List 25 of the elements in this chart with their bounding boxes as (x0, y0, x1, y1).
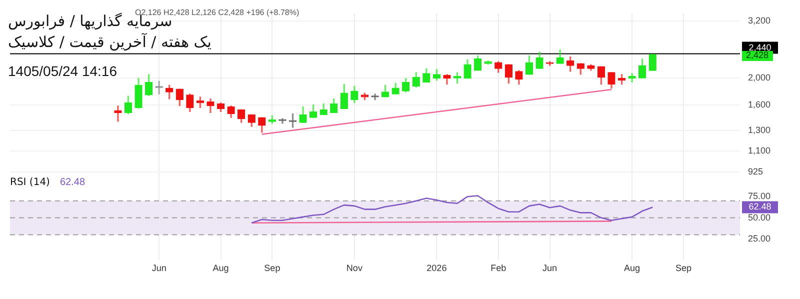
x-tick-label: Nov (346, 263, 363, 274)
x-tick-label: 2026 (426, 263, 447, 274)
annotation: 62.48 (748, 202, 772, 212)
ref-line-label: 2,440 (748, 42, 772, 52)
x-tick-label: Aug (212, 263, 229, 274)
x-tick-label: Jun (542, 263, 558, 274)
text: 2,428 (742, 50, 773, 61)
y-tick-label: 50.00 (748, 212, 771, 222)
x-tick-label: Feb (490, 263, 506, 274)
y-tick-label: 1,600 (748, 100, 771, 110)
y-tick-label: 75.00 (748, 191, 771, 202)
y-tick-label: 925 (748, 166, 764, 176)
x-tick-label: Sep (675, 263, 692, 274)
y-tick-label: 1,100 (748, 145, 771, 156)
y-tick-label: 25.00 (748, 233, 771, 244)
y-tick-label: 1,300 (748, 124, 771, 135)
annotation: 1405/05/24 14:16 (8, 63, 117, 80)
x-tick-label: Sep (264, 263, 280, 274)
y-tick-label: 3,200 (748, 15, 771, 26)
text: یک هفته / آخرین قیمت / کلاسیک (8, 33, 212, 51)
x-tick-label: Jun (152, 263, 166, 274)
annotation: 62.48 (60, 177, 86, 188)
chart-title: RSI (14) (10, 177, 50, 188)
y-tick-label: 2,000 (748, 72, 771, 82)
x-tick-label: Aug (624, 263, 640, 274)
